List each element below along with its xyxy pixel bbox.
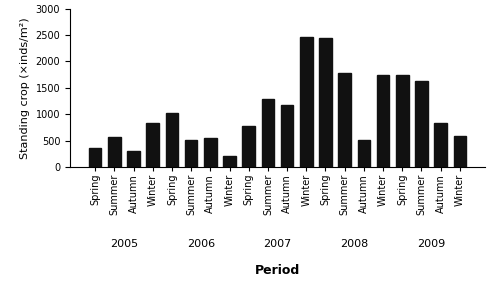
- Bar: [358, 140, 370, 167]
- Bar: [377, 75, 390, 167]
- Text: 2007: 2007: [264, 239, 291, 249]
- Bar: [204, 138, 216, 167]
- Bar: [338, 73, 351, 167]
- Bar: [262, 99, 274, 167]
- Bar: [166, 113, 178, 167]
- Bar: [281, 105, 293, 167]
- Bar: [454, 137, 466, 167]
- Bar: [396, 75, 408, 167]
- Y-axis label: Standing crop (×inds/m²): Standing crop (×inds/m²): [20, 17, 30, 159]
- Bar: [300, 37, 312, 167]
- Bar: [320, 38, 332, 167]
- Bar: [242, 126, 255, 167]
- Text: 2005: 2005: [110, 239, 138, 249]
- Bar: [434, 123, 447, 167]
- Text: 2008: 2008: [340, 239, 368, 249]
- Text: Period: Period: [255, 264, 300, 277]
- Bar: [128, 151, 140, 167]
- Bar: [185, 140, 198, 167]
- Bar: [416, 81, 428, 167]
- Text: 2006: 2006: [186, 239, 215, 249]
- Bar: [108, 137, 120, 167]
- Bar: [89, 147, 102, 167]
- Bar: [146, 123, 159, 167]
- Text: 2009: 2009: [417, 239, 445, 249]
- Bar: [224, 156, 235, 167]
